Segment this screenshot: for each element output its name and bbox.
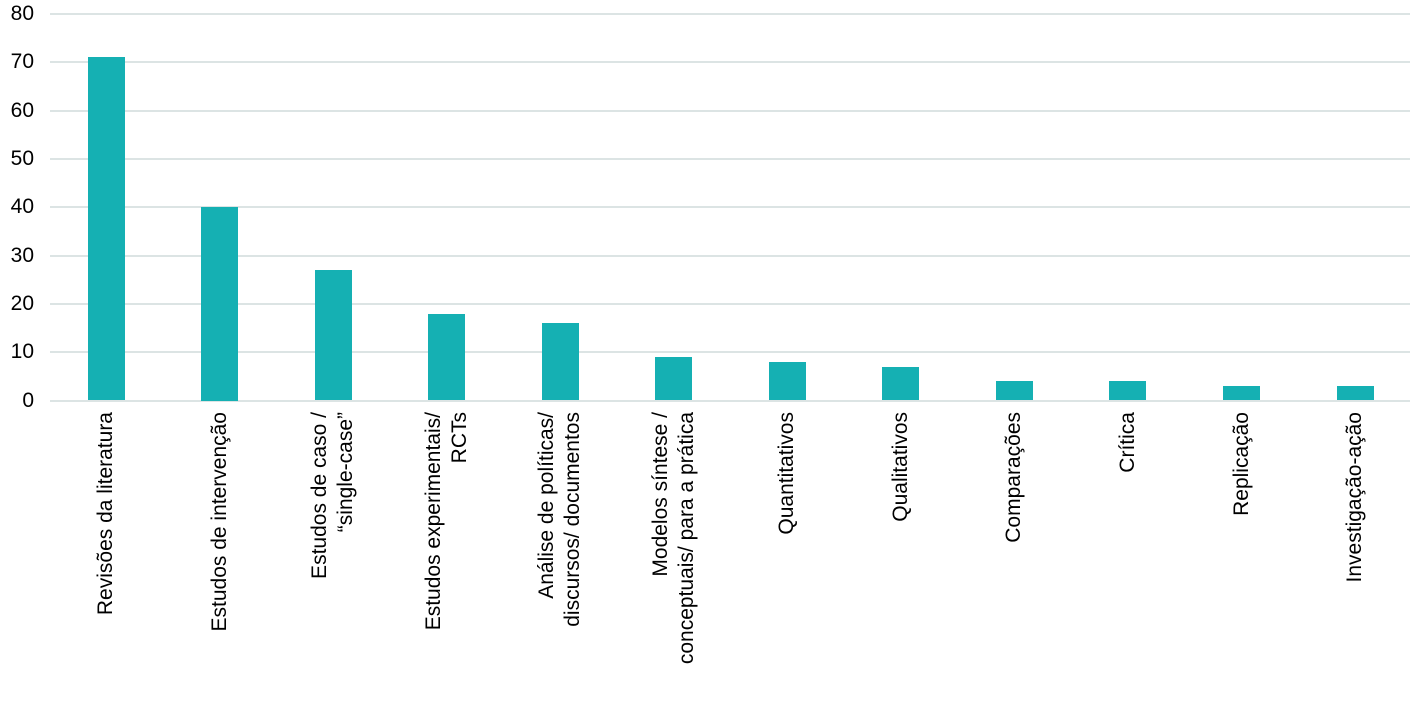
gridline-10 (50, 351, 1410, 354)
y-tick-label-30: 30 (10, 243, 34, 267)
x-tick-label-9: Comparações (1002, 412, 1026, 543)
gridline-40 (50, 206, 1410, 209)
bar-7 (768, 361, 806, 401)
gridline-50 (50, 157, 1410, 160)
bar-10 (1109, 381, 1147, 401)
bar-6 (655, 357, 693, 401)
y-tick-label-40: 40 (10, 195, 34, 219)
x-tick-label-3: Estudos de caso / “single-case” (308, 412, 358, 579)
x-tick-label-12: Investigação-ação (1343, 412, 1367, 583)
bar-3 (314, 270, 352, 401)
bar-8 (882, 366, 920, 401)
y-tick-label-10: 10 (10, 340, 34, 364)
gridline-0 (50, 399, 1410, 402)
y-tick-label-70: 70 (10, 50, 34, 74)
x-tick-label-8: Qualitativos (888, 412, 912, 522)
bar-12 (1336, 386, 1374, 401)
y-tick-label-0: 0 (22, 388, 34, 412)
x-tick-label-10: Crítica (1115, 412, 1139, 473)
x-tick-label-2: Estudos de intervenção (207, 412, 231, 632)
gridline-70 (50, 61, 1410, 64)
x-tick-label-5: Análise de políticas/ discursos/ documen… (535, 412, 585, 627)
y-tick-label-20: 20 (10, 291, 34, 315)
x-tick-label-11: Replicação (1229, 412, 1253, 516)
gridline-20 (50, 302, 1410, 305)
gridline-80 (50, 13, 1410, 15)
bar-2 (201, 207, 239, 401)
bar-1 (87, 57, 125, 401)
gridline-30 (50, 254, 1410, 257)
x-tick-label-4: Estudos experimentais/ RCTs (421, 412, 471, 631)
gridline-60 (50, 109, 1410, 112)
bar-5 (541, 323, 579, 401)
bar-4 (428, 313, 466, 401)
bar-11 (1223, 386, 1260, 401)
y-tick-label-60: 60 (10, 98, 34, 122)
x-tick-label-1: Revisões da literatura (94, 412, 117, 616)
x-tick-label-7: Quantitativos (775, 412, 799, 535)
x-tick-label-6: Modelos síntese / conceptuais/ para a pr… (648, 412, 698, 665)
y-tick-label-50: 50 (10, 146, 34, 170)
y-tick-label-80: 80 (10, 2, 34, 25)
bar-9 (995, 381, 1033, 401)
